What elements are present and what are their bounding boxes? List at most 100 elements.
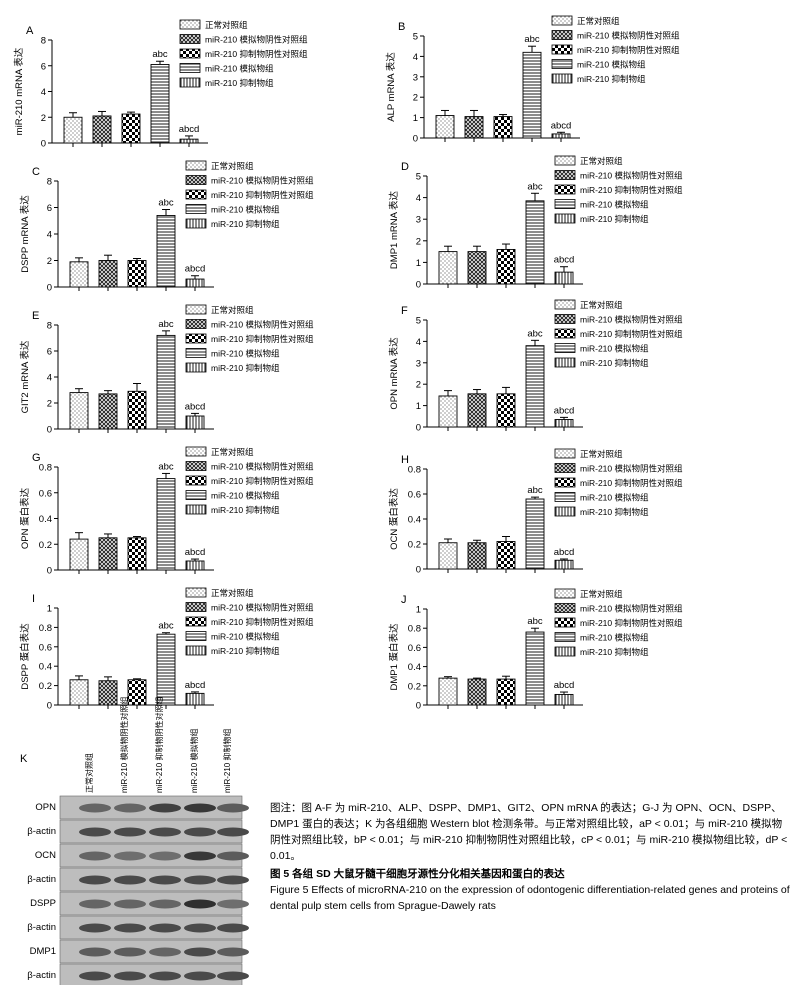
y-tick-label: 1	[416, 605, 421, 616]
bar	[554, 419, 574, 428]
panel-letter: B	[398, 21, 405, 33]
y-axis-label: ALP mRNA 表达	[385, 52, 397, 122]
blot-row-label: DSPP	[30, 898, 56, 909]
blot-band	[79, 923, 111, 933]
legend-label: miR-210 模拟物组	[580, 493, 649, 503]
y-tick-label: 0	[47, 425, 52, 436]
lane-label: miR-210 抑制物阴性对照组	[154, 697, 164, 793]
y-tick-label: 0.6	[408, 490, 421, 501]
significance-label: abc	[527, 485, 543, 496]
legend-swatch	[554, 603, 576, 613]
legend-label: miR-210 模拟物阴性对照组	[580, 171, 683, 181]
y-axis-label: DSPP 蛋白表达	[19, 623, 31, 690]
blot-row-label: β-actin	[27, 970, 56, 981]
y-tick-label: 5	[413, 32, 418, 43]
blot-row-label: DMP1	[30, 946, 56, 957]
bar	[525, 200, 545, 285]
legend-label: miR-210 抑制物阴性对照组	[580, 478, 683, 488]
significance-label: abcd	[551, 120, 572, 131]
legend-swatch	[551, 59, 573, 69]
y-tick-label: 3	[413, 72, 418, 83]
blot-row-label: OCN	[35, 850, 56, 861]
y-axis-label: GIT2 mRNA 表达	[19, 340, 31, 413]
legend-swatch	[554, 155, 576, 166]
bar	[98, 393, 118, 430]
y-tick-label: 6	[41, 61, 46, 72]
bar	[156, 478, 176, 571]
western-blot-panel: K 正常对照组 miR-210 模拟物阴性对照组 miR-210 抑制物阴性对照组 mi…	[20, 697, 249, 985]
legend-label: miR-210 抑制物阴性对照组	[580, 185, 683, 195]
significance-label: abc	[527, 181, 543, 192]
blot-row-label: OPN	[35, 802, 56, 813]
legend-label: miR-210 抑制物组	[205, 78, 274, 88]
y-tick-label: 0	[41, 139, 46, 150]
blot-row-label: β-actin	[27, 874, 56, 885]
legend-swatch	[554, 492, 576, 502]
caption-note: 图注：图 A-F 为 miR-210、ALP、DSPP、DMP1、GIT2、OP…	[270, 802, 788, 862]
blot-band	[184, 899, 216, 909]
y-tick-label: 4	[413, 52, 418, 63]
blot-band	[217, 851, 249, 861]
panel-letter: J	[401, 594, 407, 606]
blot-band	[149, 899, 181, 909]
legend-swatch	[554, 477, 576, 488]
y-tick-label: 0	[416, 423, 421, 434]
legend-label: miR-210 抑制物组	[580, 358, 649, 368]
legend-swatch	[185, 490, 207, 500]
y-tick-label: 0.4	[408, 662, 421, 673]
y-tick-label: 2	[416, 380, 421, 391]
y-tick-label: 0.8	[39, 463, 52, 474]
legend-swatch	[185, 362, 207, 373]
y-tick-label: 0.2	[408, 540, 421, 551]
blot-band	[114, 971, 146, 981]
bar	[554, 693, 574, 706]
y-tick-label: 4	[47, 373, 52, 384]
legend-swatch	[185, 587, 207, 598]
significance-label: abcd	[185, 401, 206, 412]
blot-row-label: β-actin	[27, 826, 56, 837]
blot-band	[217, 827, 249, 837]
panel-letter: I	[32, 593, 35, 605]
y-axis-label: DMP1 蛋白表达	[388, 623, 400, 691]
bar	[156, 334, 176, 430]
legend-label: miR-210 模拟物阴性对照组	[205, 35, 308, 45]
bar	[438, 677, 458, 706]
legend-label: miR-210 模拟物组	[580, 633, 649, 643]
legend-label: miR-210 模拟物阴性对照组	[211, 462, 314, 472]
bar	[435, 115, 455, 139]
bar	[496, 541, 516, 570]
legend-swatch	[179, 34, 201, 44]
legend-label: 正常对照组	[211, 588, 254, 598]
legend-label: miR-210 抑制物组	[580, 507, 649, 517]
y-tick-label: 4	[416, 337, 421, 348]
bar	[69, 392, 89, 430]
panel-letter: A	[26, 25, 34, 37]
y-axis-label: DSPP mRNA 表达	[19, 195, 31, 273]
legend-label: miR-210 模拟物组	[211, 491, 280, 501]
blot-band	[149, 971, 181, 981]
y-tick-label: 8	[47, 177, 52, 188]
significance-label: abcd	[554, 255, 575, 266]
legend-swatch	[179, 48, 201, 59]
bar	[63, 116, 83, 144]
bar	[438, 251, 458, 285]
y-tick-label: 5	[416, 172, 421, 183]
legend-label: miR-210 抑制物阴性对照组	[577, 45, 680, 55]
legend-swatch	[185, 616, 207, 627]
blot-band	[114, 803, 146, 813]
legend-swatch	[185, 319, 207, 329]
legend-label: miR-210 模拟物组	[205, 64, 274, 74]
chart-panel-d: D 0 1 2 3 4 5 DMP1 mRNA 表达 abc abcd 正常对照组 miR-210 模…	[388, 155, 683, 291]
y-tick-label: 0.2	[408, 681, 421, 692]
legend-label: miR-210 抑制物阴性对照组	[211, 476, 314, 486]
legend-swatch	[554, 463, 576, 473]
y-tick-label: 1	[416, 258, 421, 269]
y-tick-label: 0	[416, 565, 421, 576]
bar	[69, 538, 89, 571]
significance-label: abcd	[185, 264, 206, 275]
y-axis-label: miR-210 mRNA 表达	[13, 47, 25, 135]
legend-swatch	[185, 189, 207, 200]
blot-band	[114, 827, 146, 837]
y-tick-label: 6	[47, 203, 52, 214]
